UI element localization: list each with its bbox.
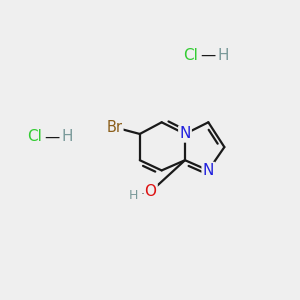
- Text: O: O: [145, 184, 157, 199]
- Text: N: N: [202, 163, 214, 178]
- Text: H: H: [129, 189, 138, 202]
- Text: N: N: [179, 127, 191, 142]
- Text: Cl: Cl: [27, 129, 42, 144]
- Text: Br: Br: [106, 120, 122, 135]
- Text: —: —: [201, 48, 216, 63]
- Text: H: H: [61, 129, 73, 144]
- Text: H: H: [217, 48, 229, 63]
- Text: Cl: Cl: [183, 48, 198, 63]
- Text: ·: ·: [140, 188, 144, 201]
- Text: —: —: [45, 129, 60, 144]
